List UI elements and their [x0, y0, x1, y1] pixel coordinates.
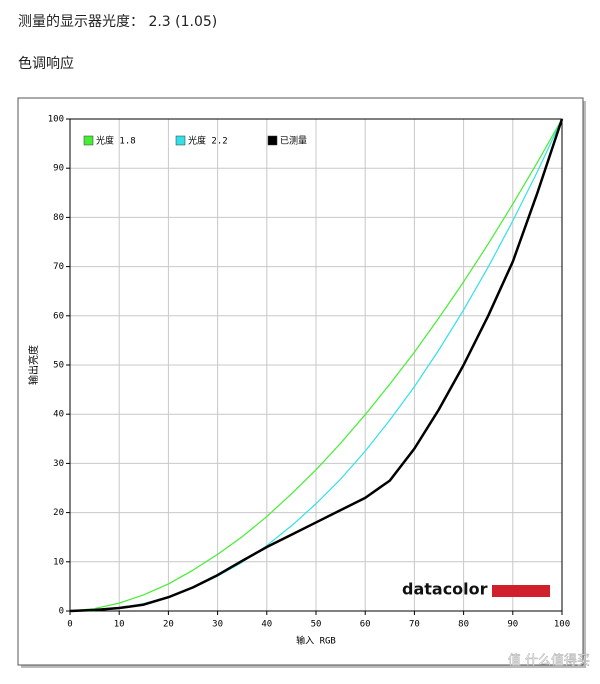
y-tick-label: 80 — [53, 213, 64, 223]
logo-text: datacolor — [402, 580, 488, 599]
legend-swatch — [83, 135, 94, 146]
y-tick-label: 70 — [53, 262, 64, 272]
legend-label: 光度 1.8 — [96, 135, 136, 147]
y-tick-label: 10 — [53, 557, 64, 567]
legend-swatch — [267, 135, 278, 146]
x-axis-title: 输入 RGB — [296, 635, 336, 647]
y-tick-label: 30 — [53, 459, 64, 469]
x-tick-label: 50 — [311, 620, 322, 630]
y-tick-label: 50 — [53, 361, 64, 371]
x-tick-label: 80 — [458, 620, 469, 630]
x-tick-label: 0 — [67, 620, 72, 630]
y-tick-label: 20 — [53, 508, 64, 518]
x-tick-label: 40 — [261, 620, 272, 630]
x-tick-label: 90 — [507, 620, 518, 630]
x-tick-label: 70 — [409, 620, 420, 630]
x-tick-label: 10 — [114, 620, 125, 630]
series-line — [69, 118, 563, 612]
legend-label: 已测量 — [280, 136, 307, 147]
section-title: 色调响应 — [18, 55, 74, 72]
x-tick-label: 100 — [554, 620, 570, 630]
legend-label: 光度 2.2 — [188, 135, 228, 147]
x-tick-label: 20 — [163, 620, 174, 630]
legend-swatch — [175, 135, 186, 146]
logo-bar — [492, 585, 550, 597]
plot-border — [69, 118, 563, 612]
series-line — [69, 118, 564, 613]
y-tick-label: 0 — [59, 607, 64, 617]
x-tick-label: 30 — [212, 620, 223, 630]
watermark: 值 什么值得买 — [508, 653, 590, 669]
y-tick-label: 40 — [53, 410, 64, 420]
measured-gamma: 测量的显示器光度： 2.3 (1.05) — [18, 14, 217, 30]
x-tick-label: 60 — [360, 620, 371, 630]
y-axis-title: 输出亮度 — [27, 345, 40, 385]
y-tick-label: 100 — [48, 115, 64, 125]
plot: 0 10 20 30 40 50 60 70 80 90 100 0 10 20 30 40 50 60 70 80 9… — [48, 115, 570, 630]
y-tick-label: 90 — [53, 164, 64, 174]
y-tick-label: 60 — [53, 311, 64, 321]
